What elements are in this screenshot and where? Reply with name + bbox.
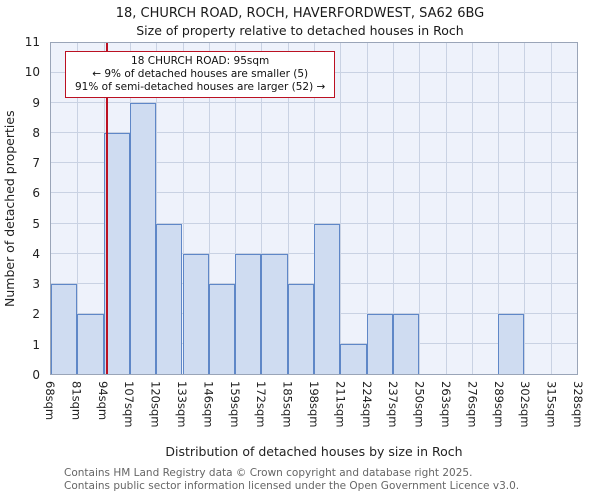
x-tick-label: 328sqm (571, 381, 585, 428)
histogram-bar (77, 313, 104, 374)
y-tick-label: 2 (32, 307, 40, 322)
x-tick-label: 263sqm (439, 381, 453, 428)
y-tick-label: 10 (24, 65, 40, 80)
subject-property-marker (105, 43, 108, 374)
annotation-box: 18 CHURCH ROAD: 95sqm ← 9% of detached h… (65, 51, 336, 99)
v-gridline (261, 43, 263, 374)
v-gridline (471, 43, 473, 374)
v-gridline (550, 43, 552, 374)
histogram-bar (51, 283, 78, 374)
x-axis-ticks: 68sqm 81sqm 94sqm 107sqm 120sqm 133sqm 146sqm 1… (43, 378, 585, 434)
y-tick-label: 9 (32, 95, 40, 110)
y-tick-label: 6 (32, 186, 40, 201)
histogram-bar (208, 283, 236, 374)
x-tick-label: 81sqm (69, 381, 84, 421)
v-gridline (340, 43, 342, 374)
x-tick-label: 107sqm (122, 381, 137, 428)
footer-line2: Contains public sector information licen… (64, 479, 520, 492)
histogram-bar (498, 313, 525, 374)
histogram-bar (235, 253, 262, 374)
x-tick-label: 133sqm (175, 381, 189, 428)
histogram-bar (287, 283, 314, 374)
x-tick-label: 94sqm (95, 381, 110, 421)
y-tick-label: 3 (32, 277, 40, 292)
histogram-bar (129, 103, 157, 374)
v-gridline (419, 43, 421, 374)
plot-area: 18 CHURCH ROAD: 95sqm ← 9% of detached h… (50, 42, 578, 375)
chart-subtitle: Size of property relative to detached ho… (136, 23, 464, 38)
histogram-bar (261, 253, 288, 374)
v-gridline (366, 43, 368, 374)
x-tick-label: 68sqm (43, 381, 57, 421)
x-tick-label: 146sqm (201, 381, 216, 428)
x-tick-label: 315sqm (544, 381, 559, 428)
v-gridline (287, 43, 289, 374)
y-tick-label: 8 (32, 125, 40, 140)
y-tick-label: 0 (32, 368, 40, 382)
x-tick-label: 302sqm (518, 381, 533, 428)
histogram-bar (103, 133, 130, 374)
x-tick-label: 224sqm (359, 381, 374, 428)
y-tick-label: 11 (24, 35, 40, 49)
annotation-line1: 18 CHURCH ROAD: 95sqm (131, 55, 270, 67)
histogram-bar (392, 313, 420, 374)
x-tick-label: 159sqm (227, 381, 242, 428)
v-gridline (524, 43, 526, 374)
histogram-bar (156, 223, 183, 374)
x-tick-label: 237sqm (386, 381, 401, 428)
footer-line1: Contains HM Land Registry data © Crown c… (64, 467, 473, 479)
v-gridline (182, 43, 184, 374)
x-tick-label: 211sqm (333, 381, 348, 428)
v-gridline (498, 43, 500, 374)
v-gridline (445, 43, 447, 374)
x-tick-label: 276sqm (465, 381, 480, 428)
v-gridline (392, 43, 394, 374)
histogram-bar (340, 343, 367, 374)
histogram-bar (366, 313, 393, 374)
x-tick-label: 172sqm (254, 381, 269, 428)
x-axis-label: Distribution of detached houses by size … (165, 444, 463, 459)
x-tick-label: 185sqm (280, 381, 295, 428)
x-tick-label: 198sqm (307, 381, 321, 428)
v-gridline (235, 43, 237, 374)
histogram-bar (314, 223, 341, 374)
annotation-line2: ← 9% of detached houses are smaller (5) (92, 68, 309, 81)
v-gridline (77, 43, 79, 374)
y-tick-label: 1 (32, 337, 40, 352)
y-tick-label: 7 (32, 156, 40, 171)
chart-title: 18, CHURCH ROAD, ROCH, HAVERFORDWEST, SA… (115, 6, 485, 21)
histogram-bar (182, 253, 209, 374)
v-gridline (314, 43, 315, 374)
y-axis-ticks: 0 1 2 3 4 5 6 7 8 9 10 11 (0, 36, 46, 381)
y-tick-label: 4 (32, 246, 40, 261)
x-tick-label: 120sqm (148, 381, 163, 428)
x-tick-label: 289sqm (491, 381, 506, 428)
v-gridline (156, 43, 158, 374)
license-footer: Contains HM Land Registry data © Crown c… (64, 467, 519, 492)
x-tick-label: 250sqm (412, 381, 427, 428)
y-tick-label: 5 (32, 216, 40, 231)
annotation-line3: 91% of semi-detached houses are larger (… (75, 81, 326, 94)
v-gridline (208, 43, 210, 374)
